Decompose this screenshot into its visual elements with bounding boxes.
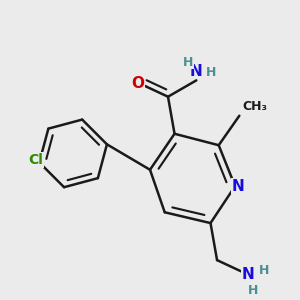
Text: H: H	[206, 66, 216, 79]
Text: H: H	[259, 264, 269, 277]
Text: CH₃: CH₃	[242, 100, 267, 113]
Text: O: O	[132, 76, 145, 91]
Text: H: H	[183, 56, 193, 69]
Text: N: N	[190, 64, 203, 79]
Text: Cl: Cl	[28, 153, 44, 167]
Text: N: N	[231, 178, 244, 194]
Text: N: N	[242, 267, 255, 282]
Text: H: H	[248, 284, 258, 297]
